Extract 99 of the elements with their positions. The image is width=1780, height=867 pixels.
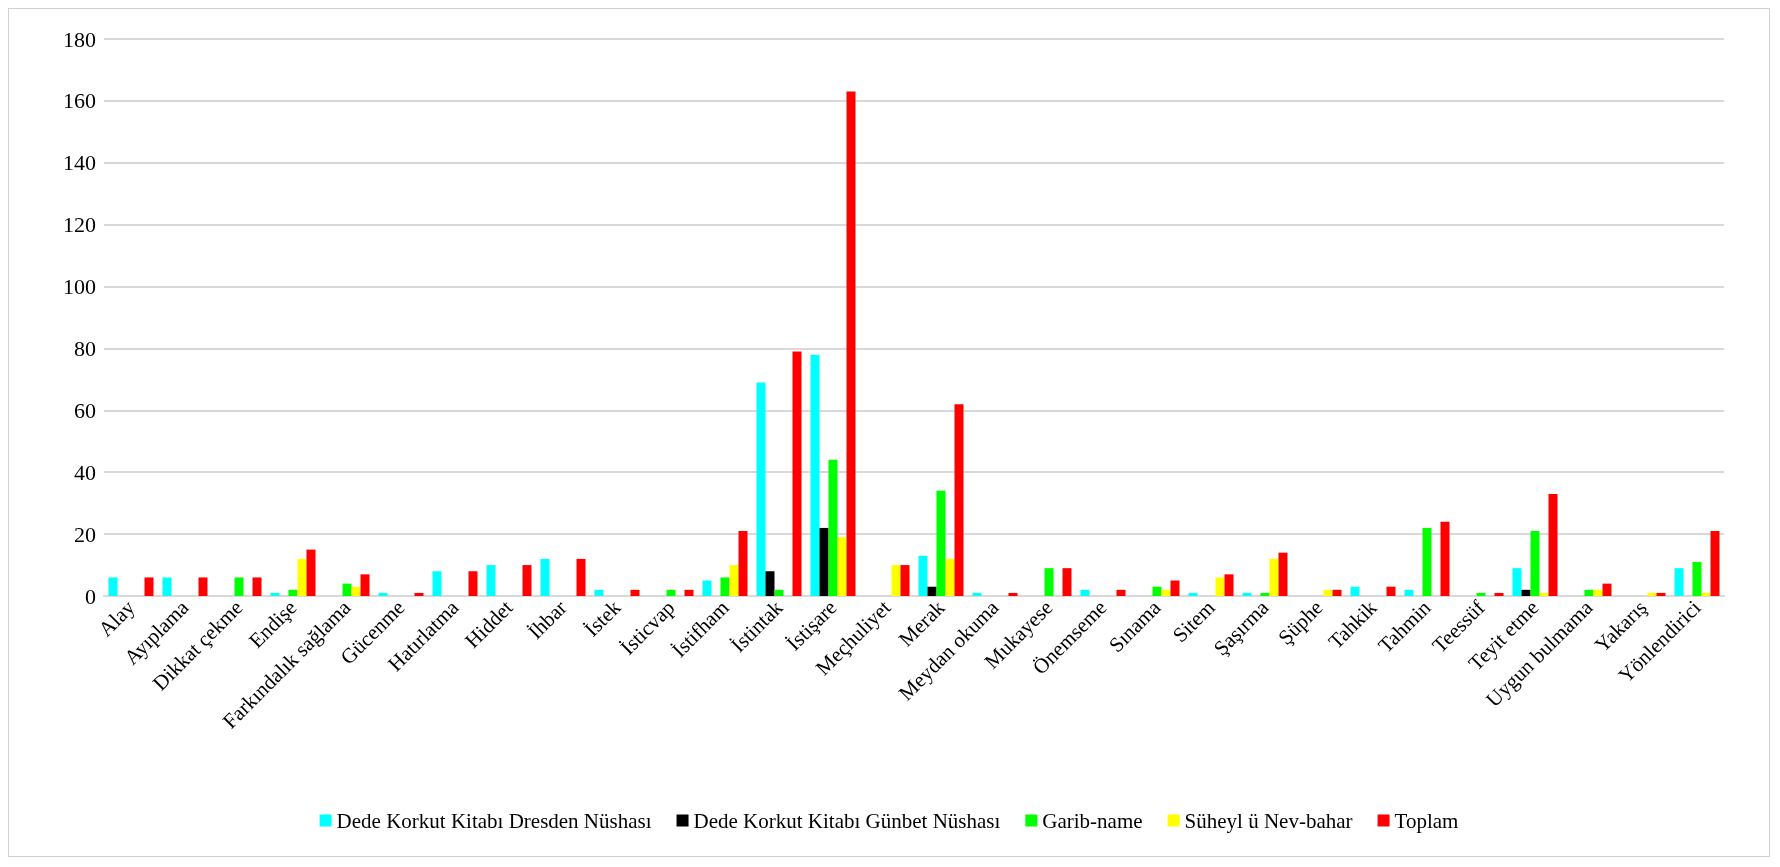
bar (729, 565, 739, 596)
bar (522, 565, 532, 596)
y-tick-label: 180 (63, 26, 96, 52)
y-tick-label: 100 (63, 274, 96, 300)
y-tick-label: 80 (74, 335, 96, 361)
bar (1512, 568, 1522, 596)
bar (1476, 592, 1486, 596)
bar (1116, 589, 1126, 596)
bar (1242, 592, 1252, 596)
bar (351, 586, 361, 596)
bar (360, 574, 370, 596)
bar (702, 580, 712, 596)
bar (1215, 577, 1225, 596)
y-tick-label: 120 (63, 212, 96, 238)
bar (1161, 589, 1171, 596)
bar (774, 589, 784, 596)
bar (1593, 589, 1603, 596)
bar (954, 404, 964, 596)
bar (108, 577, 118, 596)
bar (846, 91, 856, 596)
bar (1188, 592, 1198, 596)
bar (900, 565, 910, 596)
bar (792, 351, 802, 596)
bar (666, 589, 676, 596)
bar (1530, 531, 1540, 596)
bar (270, 592, 280, 596)
bar (1692, 561, 1702, 596)
bar (234, 577, 244, 596)
bar (144, 577, 154, 596)
legend-label: Dede Korkut Kitabı Günbet Nüshası (693, 808, 1001, 833)
bar (1548, 493, 1558, 596)
bar (342, 583, 352, 596)
bar (252, 577, 262, 596)
bar (1440, 521, 1450, 596)
bar (1170, 580, 1180, 596)
bar (540, 558, 550, 596)
bar (576, 558, 586, 596)
bar (1008, 592, 1018, 596)
bar (414, 592, 424, 596)
bar (378, 592, 388, 596)
bar (1647, 592, 1657, 596)
bar (1584, 589, 1594, 596)
y-tick-label: 160 (63, 88, 96, 114)
legend-label: Dede Korkut Kitabı Dresden Nüshası (336, 808, 652, 833)
bar (1044, 568, 1054, 596)
bar (927, 586, 937, 596)
bar (432, 571, 442, 596)
y-tick-label: 60 (74, 397, 96, 423)
legend-label: Garib-name (1042, 808, 1143, 833)
bar (1080, 589, 1090, 596)
bar (1701, 592, 1711, 596)
bar (162, 577, 172, 596)
bar (891, 565, 901, 596)
bar (594, 589, 604, 596)
legend-label: Toplam (1394, 808, 1459, 833)
bar (1260, 592, 1270, 596)
bar (1539, 592, 1549, 596)
bar (1521, 589, 1531, 596)
bar (945, 558, 955, 596)
bar (720, 577, 730, 596)
bar (306, 549, 316, 596)
bar (765, 571, 775, 596)
bar (1332, 589, 1342, 596)
bar (1062, 568, 1072, 596)
bar (630, 589, 640, 596)
bar (1224, 574, 1234, 596)
bar (936, 490, 946, 596)
bar (1674, 568, 1684, 596)
bar (738, 531, 748, 596)
bar (1323, 589, 1333, 596)
bar (828, 459, 838, 596)
bar (198, 577, 208, 596)
bar (1350, 586, 1360, 596)
y-tick-label: 0 (85, 583, 96, 609)
bar (837, 537, 847, 596)
legend-label: Süheyl ü Nev-bahar (1184, 808, 1353, 833)
bar (297, 558, 307, 596)
y-tick-label: 40 (74, 459, 96, 485)
bar (1494, 592, 1504, 596)
bar (1152, 586, 1162, 596)
bar (756, 382, 766, 596)
bar (684, 589, 694, 596)
bar (1422, 527, 1432, 596)
y-tick-label: 140 (63, 150, 96, 176)
bar (486, 565, 496, 596)
bar (1656, 592, 1666, 596)
bar (1404, 589, 1414, 596)
bar (972, 592, 982, 596)
bar (1278, 552, 1288, 596)
bar (918, 555, 928, 596)
y-tick-label: 20 (74, 521, 96, 547)
bar (1269, 558, 1279, 596)
bar (810, 354, 820, 596)
bar (288, 589, 298, 596)
bar (819, 527, 829, 596)
bar (1602, 583, 1612, 596)
bar (1386, 586, 1396, 596)
bar (1710, 531, 1720, 596)
bar (468, 571, 478, 596)
